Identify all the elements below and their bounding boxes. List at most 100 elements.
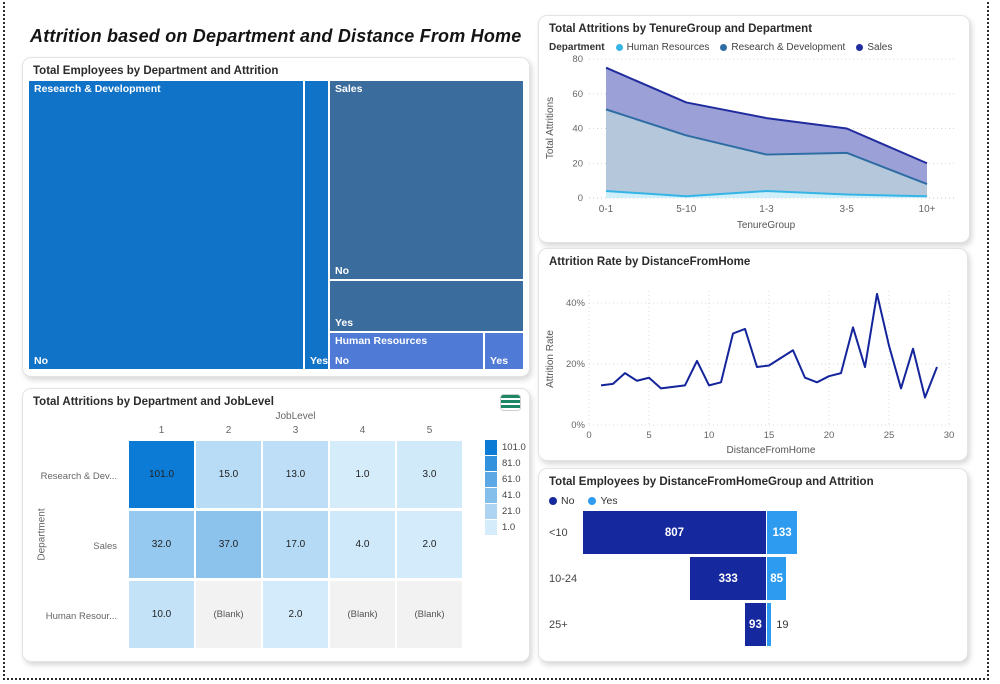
legend-title: Department: [549, 42, 605, 53]
treemap-block-hr-yes[interactable]: Yes: [485, 333, 523, 369]
svg-text:Total Attritions: Total Attritions: [545, 97, 556, 159]
heatmap-cell[interactable]: 2.0: [263, 581, 328, 648]
heatmap-cell[interactable]: 10.0: [129, 581, 194, 648]
tornado-legend-item[interactable]: Yes: [588, 495, 618, 507]
heatmap-col-header: 3: [292, 425, 299, 436]
treemap-card: Total Employees by Department and Attrit…: [22, 57, 530, 377]
legend-item[interactable]: Sales: [856, 42, 892, 53]
tornado-category-label: <10: [549, 526, 568, 539]
treemap-block-sales-yes[interactable]: Yes: [330, 281, 523, 331]
svg-text:80: 80: [572, 54, 583, 65]
tornado-bar-no[interactable]: 333: [690, 557, 766, 600]
area-chart[interactable]: 0 20 40 60 80 0-1 5-10 1-3 3-5 10+ TenureGroup Tota…: [539, 16, 969, 242]
svg-text:60: 60: [572, 89, 583, 100]
line-chart-card: 0 5 10 15 20 25 30 0% 20% 40% DistanceFromHome Attr…: [538, 248, 968, 461]
legend-label: Sales: [867, 42, 893, 53]
legend-item[interactable]: Human Resources: [615, 42, 709, 53]
legend-dot: [856, 44, 864, 51]
heatmap-legend-value: 61.0: [502, 473, 521, 485]
heatmap-cell[interactable]: 1.0: [330, 441, 395, 508]
tornado-row: 25+ 93 19: [549, 603, 957, 646]
svg-text:40: 40: [572, 124, 583, 135]
tornado-legend-item[interactable]: No: [549, 495, 574, 507]
tornado-bar-yes[interactable]: [767, 603, 772, 646]
heatmap-cell[interactable]: 101.0: [129, 441, 194, 508]
report-title: Attrition based on Department and Distan…: [30, 26, 522, 47]
legend-item[interactable]: Research & Development: [720, 42, 845, 53]
tornado-rows: <10 807 133 10-24 333 85 25+ 93 19: [549, 511, 957, 649]
heatmap-cell[interactable]: 4.0: [330, 511, 395, 578]
legend-label: No: [561, 495, 575, 507]
heatmap-legend-value: 21.0: [502, 505, 521, 517]
treemap-attrition-label: No: [335, 265, 349, 277]
area-band-research-development[interactable]: [606, 109, 927, 197]
area-band-sales[interactable]: [606, 67, 927, 185]
heatmap-legend-item: 1.0: [485, 519, 526, 535]
heatmap-legend-item: 81.0: [485, 455, 526, 471]
table-icon[interactable]: [501, 395, 520, 410]
treemap-attrition-label: No: [34, 355, 48, 367]
heatmap-legend-swatch: [485, 455, 497, 471]
tornado-bar-yes[interactable]: 133: [767, 511, 798, 554]
heatmap-legend-item: 101.0: [485, 439, 526, 455]
heatmap-cell[interactable]: (Blank): [196, 581, 261, 648]
heatmap-legend-value: 41.0: [502, 489, 521, 501]
heatmap-x-axis-title: JobLevel: [275, 411, 316, 422]
treemap-right-column: Sales No Yes Human Resources No Yes: [330, 81, 523, 369]
tornado-category-label: 10-24: [549, 572, 578, 585]
treemap-block-sales-no[interactable]: Sales No: [330, 81, 523, 279]
heatmap-cell[interactable]: (Blank): [330, 581, 395, 648]
heatmap-col-header: 2: [225, 425, 232, 436]
legend-label: Yes: [600, 495, 618, 507]
treemap-block-hr-no[interactable]: Human Resources No: [330, 333, 483, 369]
heatmap-cell[interactable]: 37.0: [196, 511, 261, 578]
legend-label: Research & Development: [731, 42, 846, 53]
heatmap-cell[interactable]: (Blank): [397, 581, 462, 648]
heatmap-row-label: Sales: [93, 540, 117, 552]
tornado-bar-no[interactable]: 93: [744, 603, 766, 646]
heatmap-legend-item: 41.0: [485, 487, 526, 503]
heatmap-cell[interactable]: 3.0: [397, 441, 462, 508]
heatmap-grid: 101.0 15.0 13.0 1.0 3.0 32.0 37.0 17.0 4.0 2.0 10.…: [129, 441, 462, 648]
heatmap-cell[interactable]: 15.0: [196, 441, 261, 508]
heatmap-legend-value: 81.0: [502, 457, 521, 469]
heatmap-legend-swatch: [485, 439, 497, 455]
tornado-row: <10 807 133: [549, 511, 957, 554]
tornado-category-label: 25+: [549, 618, 568, 631]
svg-text:20: 20: [572, 158, 583, 169]
svg-text:25: 25: [884, 430, 895, 441]
tornado-chart-title: Total Employees by DistanceFromHomeGroup…: [549, 476, 874, 488]
svg-text:15: 15: [764, 430, 775, 441]
svg-text:5: 5: [646, 430, 651, 441]
svg-text:20: 20: [824, 430, 835, 441]
tornado-bar-yes[interactable]: 85: [767, 557, 787, 600]
heatmap-legend-swatch: [485, 503, 497, 519]
treemap-department-label: Research & Development: [34, 83, 161, 95]
line-chart[interactable]: 0 5 10 15 20 25 30 0% 20% 40% DistanceFromHome Attr…: [539, 249, 967, 460]
svg-text:DistanceFromHome: DistanceFromHome: [727, 445, 816, 456]
svg-text:0-1: 0-1: [599, 204, 614, 215]
svg-text:20%: 20%: [566, 359, 586, 370]
tornado-row: 10-24 333 85: [549, 557, 957, 600]
svg-text:0: 0: [578, 193, 583, 204]
svg-text:TenureGroup: TenureGroup: [737, 220, 796, 231]
heatmap-legend-swatch: [485, 487, 497, 503]
heatmap-cell[interactable]: 17.0: [263, 511, 328, 578]
heatmap-card: Total Attritions by Department and JobLe…: [22, 388, 530, 662]
tornado-bar-no[interactable]: 807: [582, 511, 766, 554]
attrition-rate-line[interactable]: [600, 292, 938, 399]
treemap-attrition-label: Yes: [310, 355, 328, 367]
heatmap-cell[interactable]: 13.0: [263, 441, 328, 508]
heatmap-column-headers: 1 2 3 4 5: [129, 425, 462, 436]
heatmap-cell[interactable]: 32.0: [129, 511, 194, 578]
treemap-hr-row: Human Resources No Yes: [330, 333, 523, 369]
treemap-attrition-label: Yes: [335, 317, 354, 329]
treemap-block-rd-no[interactable]: Research & Development No: [29, 81, 303, 369]
heatmap-col-header: 5: [426, 425, 433, 436]
heatmap-cell[interactable]: 2.0: [397, 511, 462, 578]
svg-text:0%: 0%: [571, 420, 585, 431]
area-chart-card: 0 20 40 60 80 0-1 5-10 1-3 3-5 10+ TenureGroup Tota…: [538, 15, 970, 243]
heatmap-row-label: Research & Dev...: [40, 470, 117, 482]
heatmap-legend-value: 101.0: [502, 441, 526, 453]
treemap-block-rd-yes[interactable]: Yes: [305, 81, 328, 369]
